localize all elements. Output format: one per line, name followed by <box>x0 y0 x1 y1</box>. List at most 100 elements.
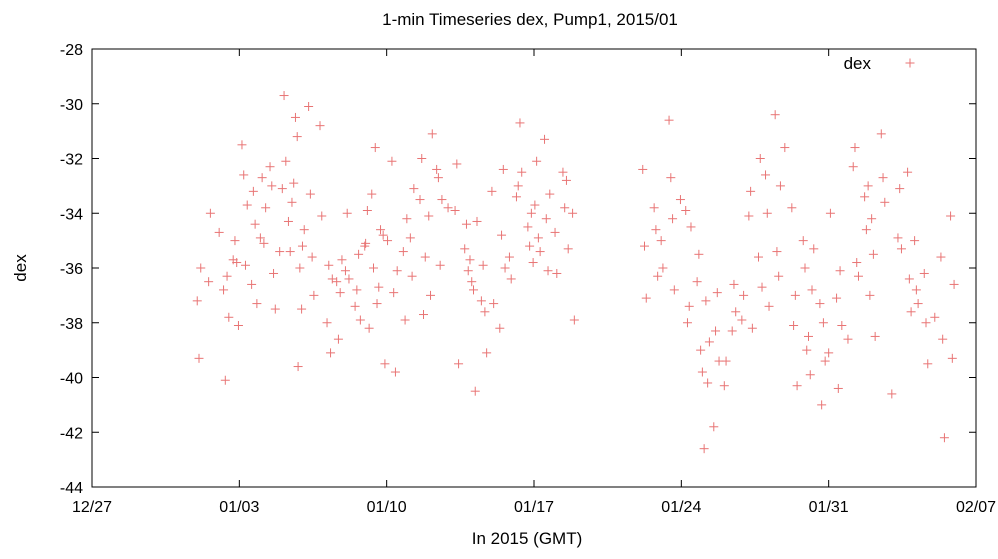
data-point <box>454 359 464 369</box>
data-point <box>868 249 878 259</box>
data-point <box>297 241 307 251</box>
data-point <box>525 241 535 251</box>
data-point <box>540 134 550 144</box>
data-point <box>755 154 765 163</box>
data-point <box>362 206 372 216</box>
data-point <box>746 186 756 196</box>
data-point <box>727 326 737 336</box>
data-point <box>947 353 957 363</box>
data-point <box>832 293 842 303</box>
data-point <box>259 238 269 248</box>
data-point <box>820 356 830 366</box>
data-point <box>333 334 343 344</box>
data-point <box>876 129 886 139</box>
data-point <box>433 173 443 183</box>
data-point <box>853 271 863 281</box>
data-point <box>344 274 354 284</box>
x-axis: 12/27 01/03 01/10 01/17 01/24 01/31 02/07 <box>72 49 996 516</box>
data-point <box>865 290 875 300</box>
data-point <box>480 307 490 317</box>
data-point <box>569 315 579 325</box>
data-point <box>860 192 870 202</box>
data-point <box>640 241 649 251</box>
data-point <box>863 181 873 191</box>
data-point <box>780 143 790 153</box>
data-point <box>543 266 553 276</box>
data-point <box>939 433 949 443</box>
data-point <box>289 178 299 188</box>
data-point <box>815 299 825 309</box>
data-point <box>911 285 921 295</box>
data-point <box>279 91 289 101</box>
data-point <box>409 184 419 194</box>
y-tick-label: -38 <box>60 316 83 333</box>
legend-marker <box>905 58 915 68</box>
data-point <box>224 312 234 322</box>
data-point <box>656 236 666 246</box>
data-point <box>369 263 379 273</box>
data-point <box>237 140 247 150</box>
data-point <box>370 143 380 153</box>
data-point <box>390 367 400 377</box>
data-point <box>641 293 651 303</box>
data-point <box>558 167 568 177</box>
data-point <box>478 260 488 270</box>
data-point <box>739 290 749 300</box>
data-point <box>426 290 436 300</box>
data-point <box>807 285 817 295</box>
data-point <box>803 331 813 341</box>
data-point <box>407 271 417 281</box>
data-point <box>467 277 477 287</box>
data-point <box>239 170 249 180</box>
data-point <box>292 132 302 142</box>
data-point <box>506 274 516 284</box>
data-point <box>887 389 897 399</box>
x-tick-label: 01/03 <box>219 499 259 516</box>
y-tick-label: -30 <box>60 97 83 114</box>
data-point <box>281 156 291 166</box>
data-point <box>541 214 551 224</box>
data-point <box>946 211 956 221</box>
data-point <box>775 181 785 191</box>
data-point <box>824 348 834 358</box>
data-point <box>219 285 229 295</box>
data-point <box>938 334 948 344</box>
data-point <box>638 164 648 174</box>
data-point <box>355 315 365 325</box>
data-point <box>560 203 570 213</box>
data-point <box>789 320 799 330</box>
data-point <box>817 400 827 410</box>
data-point <box>930 312 940 322</box>
data-point <box>420 252 430 262</box>
data-point <box>535 247 545 257</box>
data-point <box>684 301 694 311</box>
y-tick-label: -36 <box>60 261 83 278</box>
data-point <box>772 247 782 257</box>
data-point <box>372 299 382 309</box>
y-tick-label: -44 <box>60 480 83 497</box>
x-tick-label: 01/24 <box>661 499 701 516</box>
data-point <box>437 195 447 205</box>
data-point <box>870 331 880 341</box>
plot-frame <box>91 48 977 488</box>
data-point <box>443 203 453 213</box>
data-point <box>843 334 853 344</box>
data-point <box>387 156 397 166</box>
data-point <box>265 162 275 172</box>
data-point <box>770 110 780 120</box>
data-point <box>482 348 492 358</box>
data-point <box>489 299 499 309</box>
data-point <box>340 266 350 276</box>
data-point <box>704 337 714 347</box>
data-point <box>878 173 888 183</box>
data-point <box>315 121 325 131</box>
data-point <box>250 219 260 229</box>
data-point <box>463 266 473 276</box>
data-point <box>220 375 230 385</box>
data-point <box>194 353 204 363</box>
data-point <box>850 143 860 153</box>
data-point <box>651 225 661 235</box>
data-point <box>405 233 415 243</box>
data-point <box>818 318 828 328</box>
data-point <box>910 236 920 246</box>
